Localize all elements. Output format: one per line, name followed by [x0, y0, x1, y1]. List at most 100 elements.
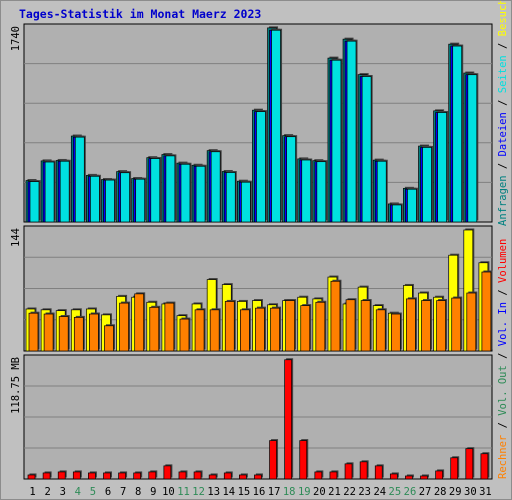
x-tick-label-day-25: 25 [389, 486, 402, 498]
bar-rechner-day-13 [209, 309, 220, 352]
bar-volumen-day-26 [405, 475, 413, 480]
x-tick-label-day-9: 9 [150, 486, 156, 498]
x-tick-label-day-2: 2 [44, 486, 50, 498]
bar-volumen-day-11 [178, 471, 187, 480]
x-tick-label-day-27: 27 [419, 486, 432, 498]
bar-seiten-day-17 [271, 29, 281, 223]
legend-vol--in: Vol. In [497, 302, 509, 346]
x-tick-label-day-8: 8 [135, 486, 141, 498]
bar-rechner-day-27 [421, 300, 431, 352]
bar-volumen-day-10 [163, 465, 172, 480]
bar-seiten-day-5 [90, 175, 100, 223]
legend-rechner: Rechner [497, 435, 509, 479]
bar-volumen-day-12 [193, 471, 202, 480]
bar-volumen-day-21 [329, 471, 338, 480]
bar-volumen-day-13 [208, 474, 217, 480]
bar-seiten-day-10 [165, 155, 176, 223]
bar-volumen-day-7 [118, 472, 126, 480]
bar-seiten-day-12 [195, 165, 206, 223]
bar-rechner-day-8 [134, 293, 145, 352]
x-tick-label-day-26: 26 [404, 486, 417, 498]
legend-separator: / [497, 36, 509, 55]
bar-volumen-day-22 [344, 463, 353, 480]
x-tick-label-day-1: 1 [29, 486, 35, 498]
legend-seiten: Seiten [497, 55, 509, 93]
bar-seiten-day-7 [120, 172, 130, 223]
bar-seiten-day-9 [150, 158, 161, 223]
bar-rechner-day-18 [285, 300, 295, 352]
bar-rechner-day-21 [330, 280, 341, 352]
legend-separator: / [497, 93, 509, 112]
bar-seiten-day-4 [74, 136, 85, 223]
bar-volumen-day-20 [314, 471, 323, 480]
x-tick-label-day-19: 19 [298, 486, 311, 498]
bar-seiten-day-25 [391, 204, 402, 223]
bar-seiten-day-2 [44, 161, 55, 223]
top-legend: Anfragen / Dateien / Seiten / Besuche [497, 1, 509, 226]
bar-volumen-day-28 [435, 470, 443, 480]
panel-2 [23, 225, 493, 352]
x-tick-label-day-17: 17 [268, 486, 281, 498]
x-tick-label-day-5: 5 [90, 486, 96, 498]
panel-1 [23, 23, 493, 223]
bar-seiten-day-30 [467, 74, 478, 223]
bar-rechner-day-6 [104, 325, 114, 352]
x-tick-label-day-7: 7 [120, 486, 126, 498]
bar-rechner-day-19 [300, 305, 311, 352]
bar-seiten-day-13 [210, 151, 221, 223]
bar-volumen-day-14 [223, 472, 232, 480]
x-tick-label-day-23: 23 [358, 486, 371, 498]
bar-seiten-day-21 [331, 59, 342, 223]
y-max-label-panel-1: 1740 [10, 26, 22, 51]
x-tick-label-day-6: 6 [105, 486, 111, 498]
bar-seiten-day-19 [301, 159, 312, 223]
bar-rechner-day-23 [360, 300, 371, 352]
bar-seiten-day-23 [361, 76, 372, 223]
bar-volumen-day-8 [133, 472, 142, 480]
bar-volumen-day-15 [239, 474, 247, 480]
legend-besuche: Besuche [497, 1, 509, 36]
bar-volumen-day-23 [359, 461, 368, 480]
legend-dateien: Dateien [497, 112, 509, 156]
bar-seiten-day-18 [286, 136, 296, 223]
legend-separator: / [497, 346, 509, 365]
bar-seiten-day-26 [407, 188, 417, 223]
bar-rechner-day-1 [28, 312, 39, 352]
bar-volumen-day-25 [389, 473, 398, 480]
bar-seiten-day-29 [452, 45, 463, 223]
bar-rechner-day-20 [315, 301, 326, 352]
bar-volumen-day-29 [450, 457, 459, 480]
bar-rechner-day-14 [224, 301, 235, 352]
x-tick-label-day-15: 15 [238, 486, 251, 498]
bar-rechner-day-5 [89, 313, 99, 352]
bar-rechner-day-12 [194, 309, 205, 352]
bar-seiten-day-16 [256, 111, 266, 223]
bar-rechner-day-11 [179, 318, 190, 352]
panel-3 [23, 354, 493, 480]
x-tick-label-day-14: 14 [222, 486, 235, 498]
x-tick-label-day-20: 20 [313, 486, 326, 498]
bar-rechner-day-30 [466, 292, 477, 352]
bar-rechner-day-9 [149, 306, 160, 352]
x-tick-label-day-21: 21 [328, 486, 341, 498]
x-tick-label-day-30: 30 [464, 486, 477, 498]
x-tick-label-day-18: 18 [283, 486, 296, 498]
bar-volumen-day-9 [148, 471, 157, 480]
legend-separator: / [497, 156, 509, 175]
bar-volumen-day-2 [42, 472, 51, 480]
x-tick-label-day-31: 31 [479, 486, 492, 498]
bar-rechner-day-10 [164, 302, 175, 352]
bar-seiten-day-27 [422, 147, 432, 223]
x-tick-label-day-29: 29 [449, 486, 462, 498]
x-tick-label-day-16: 16 [253, 486, 266, 498]
bar-volumen-day-19 [299, 440, 308, 480]
x-tick-label-day-12: 12 [192, 486, 205, 498]
x-tick-label-day-24: 24 [373, 486, 386, 498]
bar-rechner-day-22 [345, 299, 356, 352]
x-tick-label-day-13: 13 [207, 486, 220, 498]
bar-rechner-day-31 [481, 271, 492, 352]
bottom-legend: Rechner / Vol. Out / Vol. In / Volumen [497, 239, 509, 479]
bar-seiten-day-22 [346, 40, 357, 223]
